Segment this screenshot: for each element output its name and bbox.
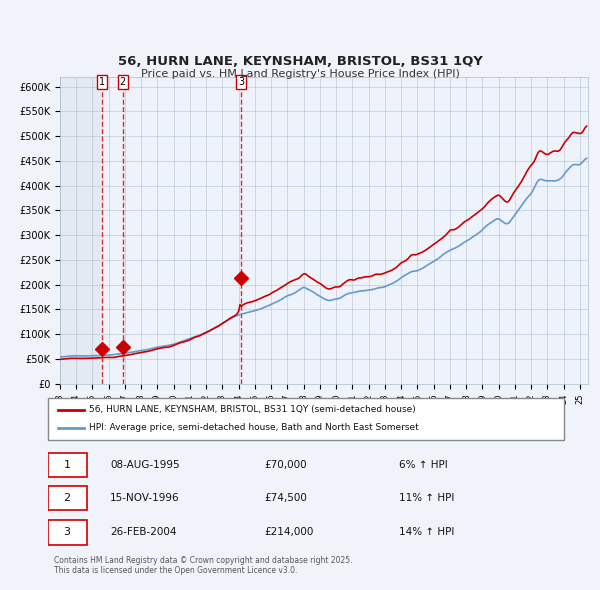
- Text: £74,500: £74,500: [265, 493, 308, 503]
- FancyBboxPatch shape: [48, 520, 86, 545]
- Text: 56, HURN LANE, KEYNSHAM, BRISTOL, BS31 1QY: 56, HURN LANE, KEYNSHAM, BRISTOL, BS31 1…: [118, 55, 482, 68]
- Text: 08-AUG-1995: 08-AUG-1995: [110, 460, 179, 470]
- Text: £70,000: £70,000: [265, 460, 307, 470]
- Text: Price paid vs. HM Land Registry's House Price Index (HPI): Price paid vs. HM Land Registry's House …: [140, 69, 460, 78]
- Text: 1: 1: [99, 77, 106, 87]
- FancyBboxPatch shape: [48, 486, 86, 510]
- Text: 15-NOV-1996: 15-NOV-1996: [110, 493, 179, 503]
- FancyBboxPatch shape: [48, 398, 564, 440]
- Text: HPI: Average price, semi-detached house, Bath and North East Somerset: HPI: Average price, semi-detached house,…: [89, 424, 419, 432]
- Text: 6% ↑ HPI: 6% ↑ HPI: [399, 460, 448, 470]
- Text: 56, HURN LANE, KEYNSHAM, BRISTOL, BS31 1QY (semi-detached house): 56, HURN LANE, KEYNSHAM, BRISTOL, BS31 1…: [89, 405, 416, 414]
- Text: 3: 3: [238, 77, 244, 87]
- Text: £214,000: £214,000: [265, 527, 314, 537]
- Text: 3: 3: [64, 527, 71, 537]
- Text: 2: 2: [120, 77, 126, 87]
- Bar: [60, 77, 101, 384]
- Text: 26-FEB-2004: 26-FEB-2004: [110, 527, 176, 537]
- Text: Contains HM Land Registry data © Crown copyright and database right 2025.
This d: Contains HM Land Registry data © Crown c…: [54, 556, 353, 575]
- Text: 1: 1: [64, 460, 71, 470]
- Text: 14% ↑ HPI: 14% ↑ HPI: [399, 527, 454, 537]
- Text: 11% ↑ HPI: 11% ↑ HPI: [399, 493, 454, 503]
- Text: 2: 2: [64, 493, 71, 503]
- FancyBboxPatch shape: [48, 453, 86, 477]
